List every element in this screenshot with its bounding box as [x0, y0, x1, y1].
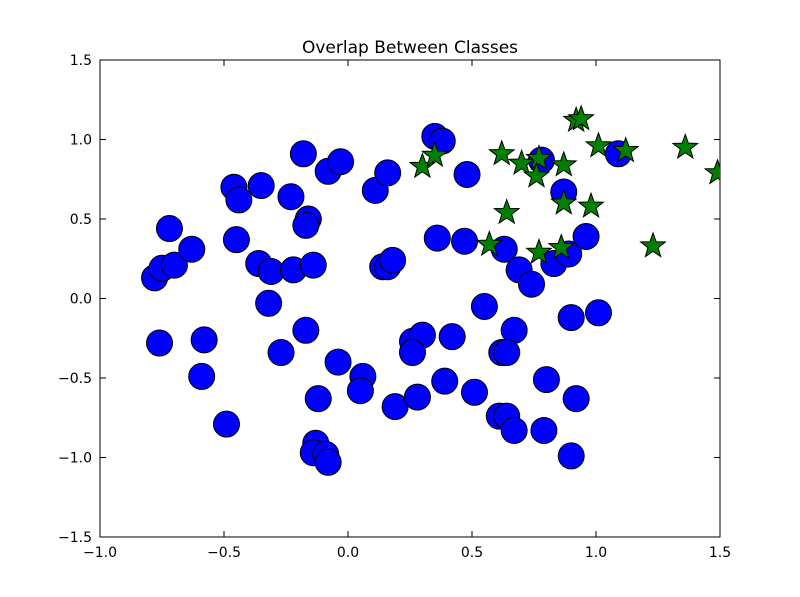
star-marker [525, 237, 553, 265]
circle-marker [423, 224, 451, 252]
circle-marker [225, 186, 253, 214]
circle-marker [292, 211, 320, 239]
star-marker [507, 148, 536, 176]
circle-marker [557, 442, 585, 470]
x-tick-labels: −1.0 −0.5 0.0 0.5 1.0 1.5 [83, 545, 731, 561]
circle-marker [403, 383, 431, 411]
y-tick-label: −1.5 [58, 530, 92, 546]
star-marker [671, 132, 700, 160]
circle-marker [188, 362, 216, 390]
circle-marker [146, 329, 174, 357]
circle-marker [500, 416, 528, 444]
x-tick-label: 1.5 [709, 545, 731, 561]
y-tick-label: 1.0 [70, 133, 92, 149]
circle-marker [255, 289, 283, 317]
circle-marker [267, 339, 295, 367]
circle-marker [247, 172, 275, 200]
star-marker [487, 139, 516, 166]
circle-marker [438, 323, 466, 351]
star-marker [522, 161, 551, 188]
circle-marker [222, 226, 250, 254]
star-marker [584, 131, 613, 158]
circle-marker [451, 227, 479, 255]
star-marker [567, 104, 595, 131]
circle-marker [178, 235, 206, 263]
x-tick-label: 1.0 [585, 545, 607, 561]
circle-marker [518, 270, 546, 298]
axis-ticks [99, 59, 721, 538]
y-tick-label: −0.5 [58, 371, 92, 387]
circle-marker [530, 416, 558, 444]
star-marker [475, 229, 504, 257]
circle-marker [212, 410, 240, 438]
circle-marker [562, 385, 590, 413]
circle-marker [460, 378, 488, 406]
circle-marker [314, 448, 342, 476]
y-tick-label: 0.5 [70, 212, 92, 228]
circle-marker [532, 366, 560, 394]
axes-frame [99, 59, 721, 538]
star-marker [549, 150, 578, 177]
circle-marker [327, 148, 355, 176]
circle-marker [572, 222, 600, 250]
circle-marker [431, 367, 459, 395]
circle-marker [292, 316, 320, 344]
circle-marker [493, 339, 521, 367]
circle-marker [398, 339, 426, 367]
circle-marker [379, 246, 407, 274]
circle-marker [299, 251, 327, 279]
data-markers [141, 104, 720, 476]
x-tick-label: 0.5 [461, 545, 483, 561]
chart-title: Overlap Between Classes [302, 38, 518, 58]
circle-marker [155, 215, 183, 243]
star-marker [492, 198, 521, 225]
circle-marker [277, 183, 305, 211]
star-marker [639, 231, 667, 258]
y-tick-label: 1.5 [70, 53, 92, 69]
circle-marker [190, 326, 218, 354]
circle-marker [374, 159, 402, 187]
star-marker [525, 144, 553, 171]
circle-marker [304, 385, 332, 413]
circle-marker [453, 160, 481, 188]
x-tick-label: −0.5 [207, 545, 241, 561]
y-tick-labels: −1.5 −1.0 −0.5 0.0 0.5 1.0 1.5 [58, 53, 92, 546]
circle-marker [557, 304, 585, 332]
star-marker [549, 188, 578, 215]
circle-marker [160, 251, 188, 279]
circle-marker [584, 299, 612, 327]
circle-marker [346, 377, 374, 405]
star-marker [611, 136, 640, 163]
star-marker [703, 158, 720, 185]
x-tick-label: −1.0 [83, 545, 117, 561]
star-marker [547, 233, 576, 260]
star-marker [577, 191, 605, 219]
circle-marker [289, 140, 317, 168]
circle-marker [470, 292, 498, 320]
star-marker [421, 140, 449, 168]
y-tick-label: −1.0 [58, 451, 92, 467]
y-tick-label: 0.0 [70, 292, 92, 308]
plot-area: −1.0 −0.5 0.0 0.5 1.0 1.5 −1.5−1.0−0.50.00.51… [58, 53, 731, 561]
circle-marker [324, 348, 352, 376]
x-tick-label: 0.0 [337, 545, 359, 561]
